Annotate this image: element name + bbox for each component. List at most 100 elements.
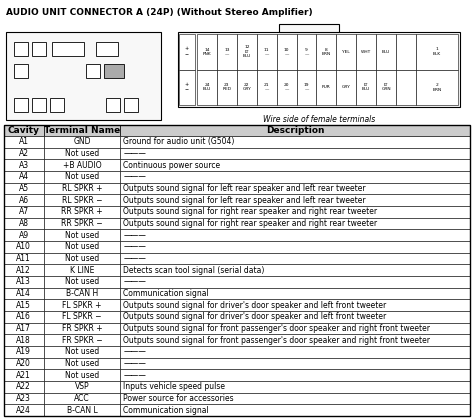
Text: AUDIO UNIT CONNECTOR A (24P) (Without Stereo Amplifier): AUDIO UNIT CONNECTOR A (24P) (Without St… xyxy=(6,8,313,17)
Bar xyxy=(217,34,237,69)
Text: 23
RED: 23 RED xyxy=(222,83,231,92)
Text: A21: A21 xyxy=(17,371,31,380)
Bar xyxy=(4,229,44,241)
Text: Continuous power source: Continuous power source xyxy=(124,161,220,170)
Bar xyxy=(44,218,120,229)
Bar xyxy=(356,34,376,69)
Text: GND: GND xyxy=(73,137,91,146)
Bar xyxy=(4,346,44,358)
Text: ———: ——— xyxy=(124,231,146,240)
Text: +B AUDIO: +B AUDIO xyxy=(63,161,101,170)
Text: A1: A1 xyxy=(19,137,29,146)
Text: A2: A2 xyxy=(19,149,29,158)
Bar xyxy=(4,334,44,346)
Text: RL SPKR −: RL SPKR − xyxy=(62,196,102,205)
Bar xyxy=(44,311,120,323)
Text: A3: A3 xyxy=(19,161,29,170)
Text: A16: A16 xyxy=(17,312,31,321)
Text: Cavity: Cavity xyxy=(8,126,40,135)
Bar xyxy=(297,34,317,69)
Bar xyxy=(4,183,44,194)
Text: A11: A11 xyxy=(17,254,31,263)
Bar xyxy=(396,34,416,69)
Text: Not used: Not used xyxy=(65,371,99,380)
Bar xyxy=(4,311,44,323)
Bar xyxy=(257,34,277,69)
Bar xyxy=(317,69,337,105)
Text: RR SPKR −: RR SPKR − xyxy=(61,219,103,228)
Bar xyxy=(120,264,470,276)
Bar xyxy=(120,299,470,311)
Bar xyxy=(120,136,470,148)
Text: RL SPKR +: RL SPKR + xyxy=(62,184,102,193)
Bar xyxy=(44,358,120,369)
Text: GRY: GRY xyxy=(342,85,351,89)
Text: Power source for accessories: Power source for accessories xyxy=(124,394,234,403)
Text: Not used: Not used xyxy=(65,359,99,368)
Text: Communication signal: Communication signal xyxy=(124,406,209,415)
Bar xyxy=(44,253,120,264)
Text: 14
PNK: 14 PNK xyxy=(203,47,211,56)
Text: Outputs sound signal for front passenger's door speaker and right front tweeter: Outputs sound signal for front passenger… xyxy=(124,324,430,333)
Text: ———: ——— xyxy=(124,277,146,286)
Bar xyxy=(44,346,120,358)
Text: LT
GRN: LT GRN xyxy=(381,83,391,92)
Text: A15: A15 xyxy=(17,301,31,310)
Bar xyxy=(4,159,44,171)
Bar xyxy=(337,34,356,69)
Text: A10: A10 xyxy=(17,242,31,251)
Bar xyxy=(120,288,470,299)
Text: A18: A18 xyxy=(17,336,31,345)
Bar xyxy=(120,241,470,253)
Bar xyxy=(120,218,470,229)
Text: Not used: Not used xyxy=(65,277,99,286)
Text: A9: A9 xyxy=(19,231,29,240)
Bar xyxy=(104,64,124,78)
Text: Not used: Not used xyxy=(65,242,99,251)
Bar xyxy=(120,404,470,416)
Text: 8
BRN: 8 BRN xyxy=(322,47,331,56)
Text: 24
BLU: 24 BLU xyxy=(203,83,211,92)
Bar xyxy=(4,369,44,381)
Text: Ground for audio unit (G504): Ground for audio unit (G504) xyxy=(124,137,235,146)
Text: Not used: Not used xyxy=(65,231,99,240)
Bar xyxy=(4,276,44,288)
Bar xyxy=(120,393,470,404)
Text: FR SPKR +: FR SPKR + xyxy=(62,324,102,333)
Text: YEL: YEL xyxy=(342,50,350,54)
Text: Communication signal: Communication signal xyxy=(124,289,209,298)
Bar xyxy=(52,42,84,56)
Bar xyxy=(277,34,297,69)
Bar xyxy=(416,69,458,105)
Text: PUR: PUR xyxy=(322,85,331,89)
Text: Wire side of female terminals: Wire side of female terminals xyxy=(263,115,375,124)
Bar xyxy=(44,264,120,276)
Text: 11
—: 11 — xyxy=(264,47,269,56)
Bar xyxy=(120,171,470,183)
Text: A14: A14 xyxy=(17,289,31,298)
Bar xyxy=(44,276,120,288)
Text: ———: ——— xyxy=(124,149,146,158)
Text: Description: Description xyxy=(266,126,325,135)
Bar xyxy=(257,69,277,105)
Bar xyxy=(120,183,470,194)
Text: 20
—: 20 — xyxy=(284,83,289,92)
Bar xyxy=(4,136,44,148)
Bar xyxy=(317,34,337,69)
Bar xyxy=(32,42,46,56)
Bar xyxy=(44,393,120,404)
Bar xyxy=(179,69,195,105)
Bar xyxy=(44,206,120,218)
Text: A5: A5 xyxy=(19,184,29,193)
Bar xyxy=(197,34,217,69)
Bar xyxy=(120,229,470,241)
Text: LT
BLU: LT BLU xyxy=(362,83,370,92)
Bar xyxy=(50,98,64,112)
Bar xyxy=(4,358,44,369)
Bar xyxy=(4,323,44,334)
Bar xyxy=(44,148,120,159)
Bar xyxy=(217,69,237,105)
Bar xyxy=(120,334,470,346)
Text: A7: A7 xyxy=(19,207,29,216)
Bar xyxy=(44,334,120,346)
